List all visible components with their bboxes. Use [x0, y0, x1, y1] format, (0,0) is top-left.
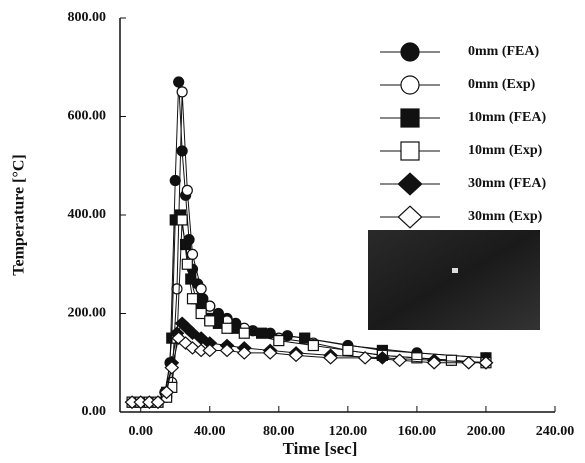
marker [478, 355, 494, 370]
marker [426, 355, 442, 370]
marker [221, 322, 233, 334]
marker [181, 184, 193, 196]
marker [392, 353, 408, 368]
marker [461, 355, 477, 370]
marker [176, 86, 188, 98]
marker [299, 332, 311, 344]
inset-photo [368, 230, 540, 330]
marker [181, 258, 193, 270]
legend-label: 0mm (Exp) [468, 77, 536, 92]
x-tick-label: 0.00 [128, 424, 153, 439]
marker [195, 283, 207, 295]
x-tick-label: 200.00 [467, 424, 506, 439]
x-tick-label: 120.00 [329, 424, 368, 439]
legend-marker [400, 141, 420, 161]
legend-label: 30mm (FEA) [468, 176, 546, 191]
marker [176, 214, 188, 226]
marker [374, 351, 390, 365]
y-tick-label: 200.00 [68, 306, 107, 321]
x-tick-label: 80.00 [263, 424, 295, 439]
marker [169, 174, 181, 187]
legend-label: 10mm (FEA) [468, 110, 546, 125]
marker [255, 327, 268, 339]
marker [185, 326, 200, 341]
legend-label: 10mm (Exp) [468, 143, 543, 158]
inset-highlight [452, 268, 458, 273]
marker [150, 395, 166, 409]
legend-marker [397, 172, 423, 196]
marker [185, 273, 197, 285]
y-tick-label: 800.00 [68, 10, 107, 25]
marker [288, 348, 304, 363]
marker [204, 315, 216, 327]
legend-marker [400, 108, 420, 128]
marker [219, 343, 235, 358]
y-tick-label: 600.00 [68, 109, 107, 124]
y-axis-label: Temperature [°C] [11, 154, 28, 275]
marker [342, 344, 354, 357]
marker [236, 346, 252, 360]
marker [445, 354, 458, 366]
marker [238, 327, 250, 339]
marker [357, 351, 373, 365]
marker [307, 339, 319, 352]
marker [323, 351, 338, 365]
legend-marker [397, 205, 423, 229]
marker [202, 343, 218, 358]
marker [186, 248, 199, 260]
marker [186, 293, 199, 305]
x-tick-label: 160.00 [398, 424, 437, 439]
legend-label: 30mm (Exp) [468, 209, 543, 224]
marker [195, 307, 207, 320]
y-tick-label: 400.00 [68, 207, 107, 222]
marker [411, 352, 423, 364]
x-axis-label: Time [sec] [283, 439, 358, 458]
legend-marker [400, 75, 420, 95]
marker [173, 76, 185, 88]
marker [262, 346, 278, 360]
marker [273, 334, 285, 347]
x-tick-label: 40.00 [194, 424, 226, 439]
x-tick-label: 240.00 [536, 424, 575, 439]
legend-label: 0mm (FEA) [468, 44, 539, 59]
marker [159, 385, 174, 400]
marker [164, 360, 180, 375]
legend-marker [400, 42, 420, 62]
y-tick-label: 0.00 [82, 404, 107, 419]
